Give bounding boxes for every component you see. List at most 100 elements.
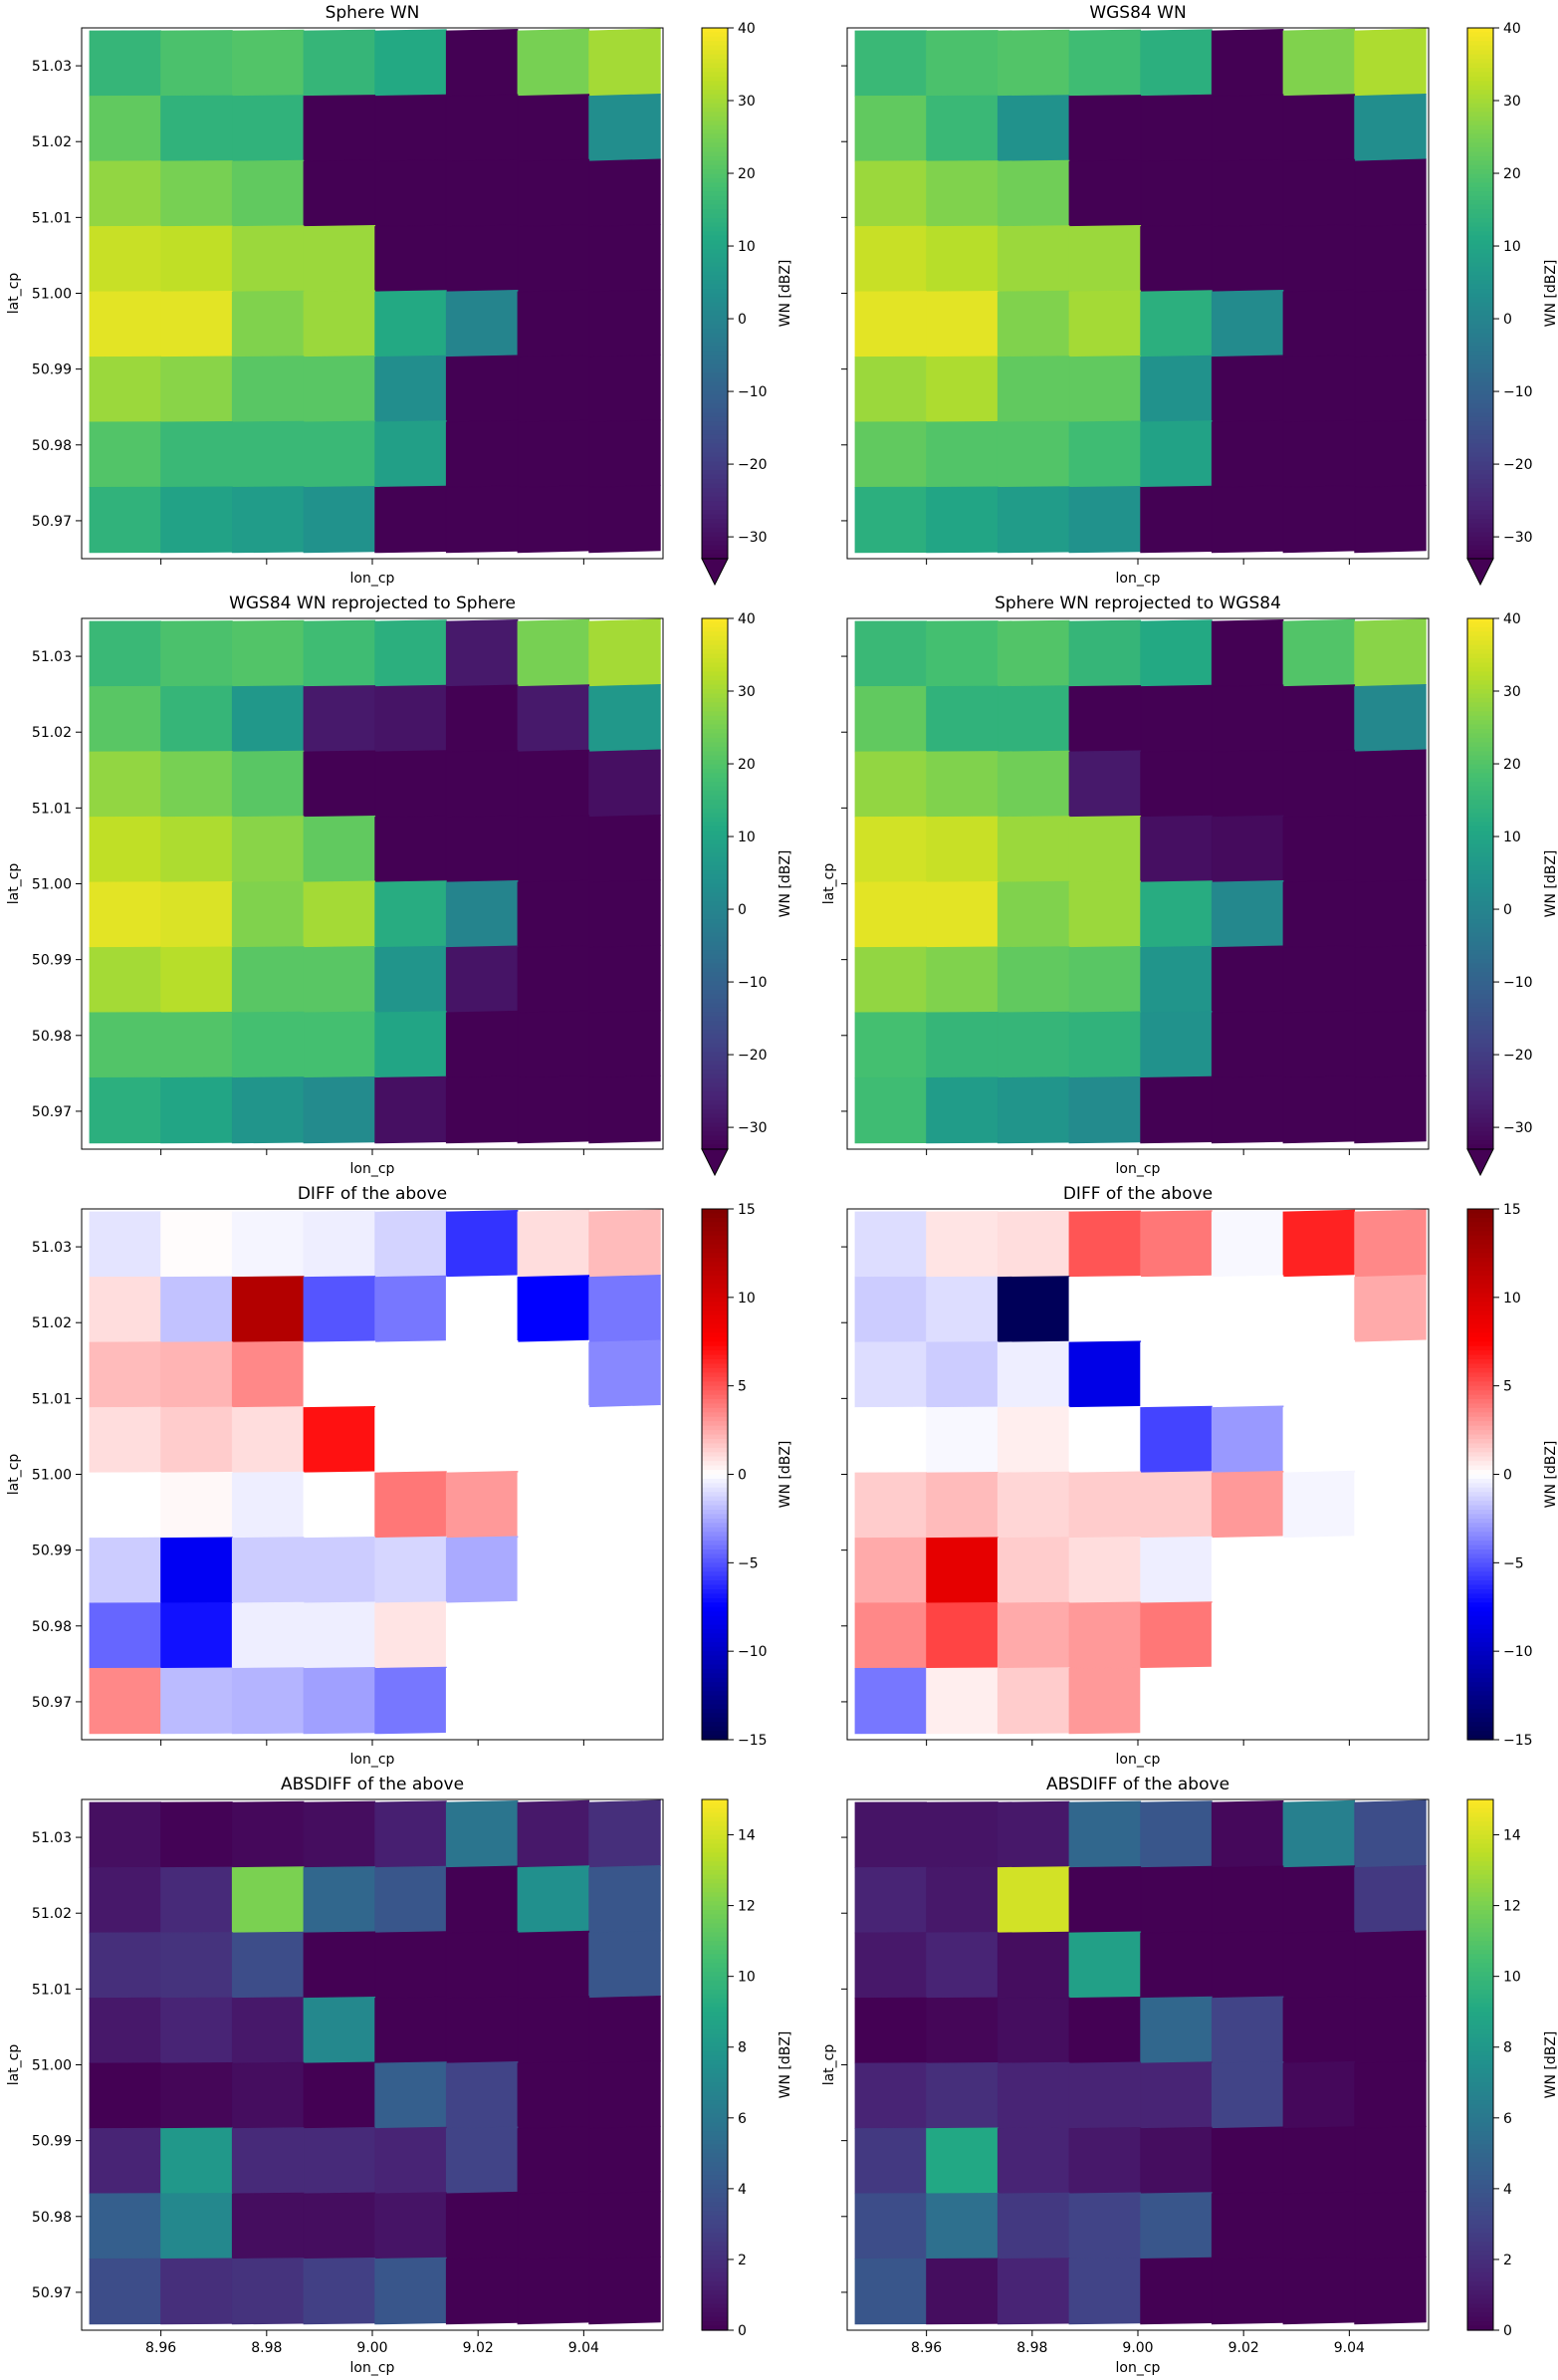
colorbar-segment — [1467, 631, 1493, 637]
colorbar-segment — [702, 430, 728, 436]
colorbar-segment — [702, 1407, 728, 1413]
colorbar-segment — [1467, 2131, 1493, 2137]
heatmap-cell — [160, 1601, 233, 1669]
colorbar-tick-label: 10 — [1503, 830, 1521, 845]
colorbar-segment — [702, 856, 728, 862]
heatmap-cell — [854, 356, 927, 423]
colorbar-segment — [1467, 2012, 1493, 2018]
colorbar-segment — [1467, 151, 1493, 157]
colorbar-segment — [1467, 532, 1493, 538]
heatmap-cell — [160, 160, 233, 227]
colorbar-segment — [702, 923, 728, 929]
colorbar-segment — [702, 1314, 728, 1320]
colorbar-segment — [1467, 813, 1493, 819]
heatmap-cell — [926, 1601, 999, 1669]
heatmap-cell — [1282, 224, 1356, 293]
heatmap-cell — [997, 2258, 1070, 2325]
colorbar-segment — [702, 1140, 728, 1146]
heatmap-cell — [303, 2061, 376, 2129]
colorbar-segment — [702, 1541, 728, 1547]
heatmap-cell — [231, 1866, 305, 1934]
heatmap-cell — [231, 2192, 305, 2260]
colorbar-segment — [702, 407, 728, 414]
colorbar-segment — [702, 1620, 728, 1626]
heatmap-cell — [1282, 2126, 1356, 2195]
colorbar-segment — [1467, 675, 1493, 681]
chart-title: Sphere WN reprojected to WGS84 — [995, 594, 1281, 613]
colorbar-segment — [702, 217, 728, 224]
heatmap-cells — [89, 618, 661, 1144]
colorbar-tick-label: −10 — [738, 975, 768, 991]
colorbar-segment — [702, 342, 728, 348]
colorbar-segment — [1467, 1038, 1493, 1044]
colorbar-segment — [1467, 1483, 1493, 1489]
colorbar-segment — [1467, 289, 1493, 295]
heatmap-cell — [160, 1406, 233, 1474]
heatmap-cell — [231, 1997, 305, 2064]
heatmap-cell — [160, 1276, 233, 1343]
heatmap-cell — [303, 29, 376, 97]
colorbar-segment — [702, 1580, 728, 1586]
colorbar-tick-label: 2 — [738, 2253, 747, 2268]
colorbar-segment — [702, 385, 728, 391]
colorbar-tick-label: 10 — [1503, 239, 1521, 255]
heatmap-cell — [374, 1075, 447, 1144]
heatmap-cell — [231, 1076, 305, 1144]
colorbar-segment — [702, 954, 728, 960]
colorbar-segment — [702, 1416, 728, 1422]
colorbar-segment — [702, 120, 728, 126]
heatmap-cell — [1140, 1865, 1213, 1934]
colorbar-segment — [702, 1021, 728, 1027]
colorbar-segment — [1467, 76, 1493, 82]
x-axis-label: lon_cp — [350, 1161, 395, 1177]
colorbar-segment — [702, 697, 728, 703]
colorbar-segment — [702, 483, 728, 489]
colorbar-segment — [1467, 1954, 1493, 1960]
colorbar-segment — [1467, 2224, 1493, 2230]
colorbar-segment — [1467, 1030, 1493, 1036]
colorbar-segment — [1467, 81, 1493, 87]
heatmap-cell — [926, 751, 999, 818]
colorbar-segment — [702, 1981, 728, 1987]
colorbar-segment — [702, 85, 728, 91]
colorbar-segment — [702, 1501, 728, 1507]
heatmap-cell — [517, 1666, 590, 1735]
colorbar-segment — [702, 50, 728, 56]
heatmap-cell — [303, 2257, 376, 2325]
heatmap-cell — [1354, 1864, 1427, 1934]
colorbar-segment — [1467, 1704, 1493, 1710]
heatmap-cell — [588, 618, 661, 687]
heatmap-cell — [517, 1010, 590, 1078]
colorbar-segment — [1467, 1918, 1493, 1924]
heatmap-cell — [303, 619, 376, 687]
y-tick-label: 50.99 — [32, 2134, 72, 2150]
heatmap-cell — [1068, 945, 1142, 1014]
heatmap-cell — [160, 620, 233, 687]
heatmap-cell — [303, 945, 376, 1014]
colorbar-segment — [702, 1615, 728, 1621]
colorbar-segment — [702, 1109, 728, 1115]
heatmap-cell — [303, 1340, 376, 1408]
heatmap-cell — [926, 2061, 999, 2129]
heatmap-cell — [1211, 1666, 1284, 1735]
colorbar-segment — [1467, 2108, 1493, 2114]
heatmap-cells — [89, 1799, 661, 2325]
heatmap-cell — [374, 420, 447, 488]
y-tick-label: 51.03 — [32, 649, 72, 665]
colorbar-segment — [1467, 1945, 1493, 1951]
colorbar-segment — [702, 1994, 728, 2000]
colorbar-segment — [702, 1271, 728, 1277]
heatmap-cell — [1140, 750, 1213, 818]
colorbar-tick-label: −10 — [1503, 384, 1533, 400]
colorbar-segment — [1467, 1717, 1493, 1723]
heatmap-cell — [926, 290, 999, 357]
colorbar-segment — [702, 751, 728, 757]
colorbar-segment — [702, 443, 728, 449]
colorbar-segment — [1467, 1065, 1493, 1071]
colorbar-segment — [1467, 1310, 1493, 1316]
colorbar-segment — [1467, 2144, 1493, 2150]
heatmap-cell — [997, 1601, 1070, 1669]
chart-title: Sphere WN — [326, 3, 420, 23]
colorbar-segment — [1467, 240, 1493, 246]
